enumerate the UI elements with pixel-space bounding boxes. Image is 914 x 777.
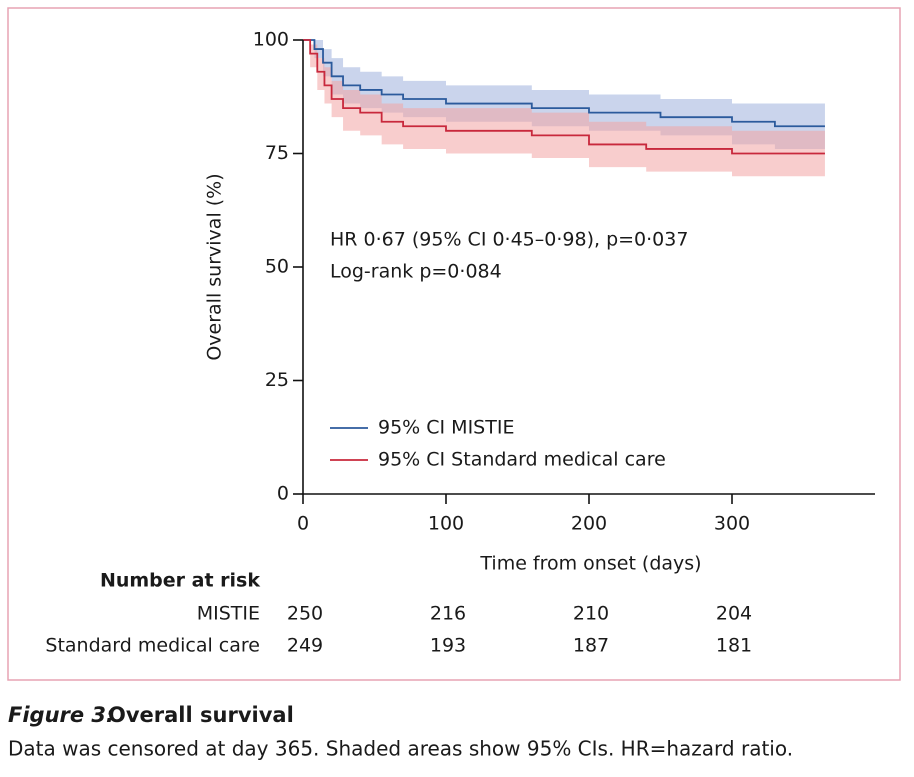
y-tick-label: 0	[277, 483, 289, 505]
y-axis-label: Overall survival (%)	[204, 173, 226, 360]
survival-line	[303, 39, 825, 128]
annotation: Log-rank p=0·084	[330, 261, 502, 283]
caption-text: Data was censored at day 365. Shaded are…	[8, 737, 793, 761]
survival-line	[303, 39, 825, 155]
caption-title: Overall survival	[108, 703, 294, 727]
x-tick-label: 200	[571, 513, 607, 535]
risk-count: 187	[573, 635, 609, 657]
x-axis-label: Time from onset (days)	[479, 553, 701, 575]
annotation: HR 0·67 (95% CI 0·45–0·98), p=0·037	[330, 229, 688, 251]
risk-count: 181	[716, 635, 752, 657]
risk-count: 210	[573, 603, 609, 625]
risk-row-label: Standard medical care	[45, 635, 260, 657]
x-tick-label: 100	[428, 513, 464, 535]
risk-count: 216	[430, 603, 466, 625]
risk-count: 249	[287, 635, 323, 657]
risk-count: 193	[430, 635, 466, 657]
risk-count: 250	[287, 603, 323, 625]
frame	[7, 7, 901, 681]
x-tick-label: 0	[297, 513, 309, 535]
caption-label: Figure 3:	[8, 703, 114, 727]
risk-title: Number at risk	[100, 570, 260, 592]
ci-band	[303, 40, 825, 149]
risk-count: 204	[716, 603, 752, 625]
y-tick-label: 75	[265, 142, 289, 164]
legend-label: 95% CI Standard medical care	[378, 449, 666, 471]
risk-row-label: MISTIE	[197, 603, 260, 625]
x-tick-label: 300	[714, 513, 750, 535]
legend-label: 95% CI MISTIE	[378, 417, 514, 439]
y-tick-label: 25	[265, 369, 289, 391]
y-tick-label: 50	[265, 256, 289, 278]
ci-band	[303, 40, 825, 177]
y-tick-label: 100	[253, 29, 289, 51]
